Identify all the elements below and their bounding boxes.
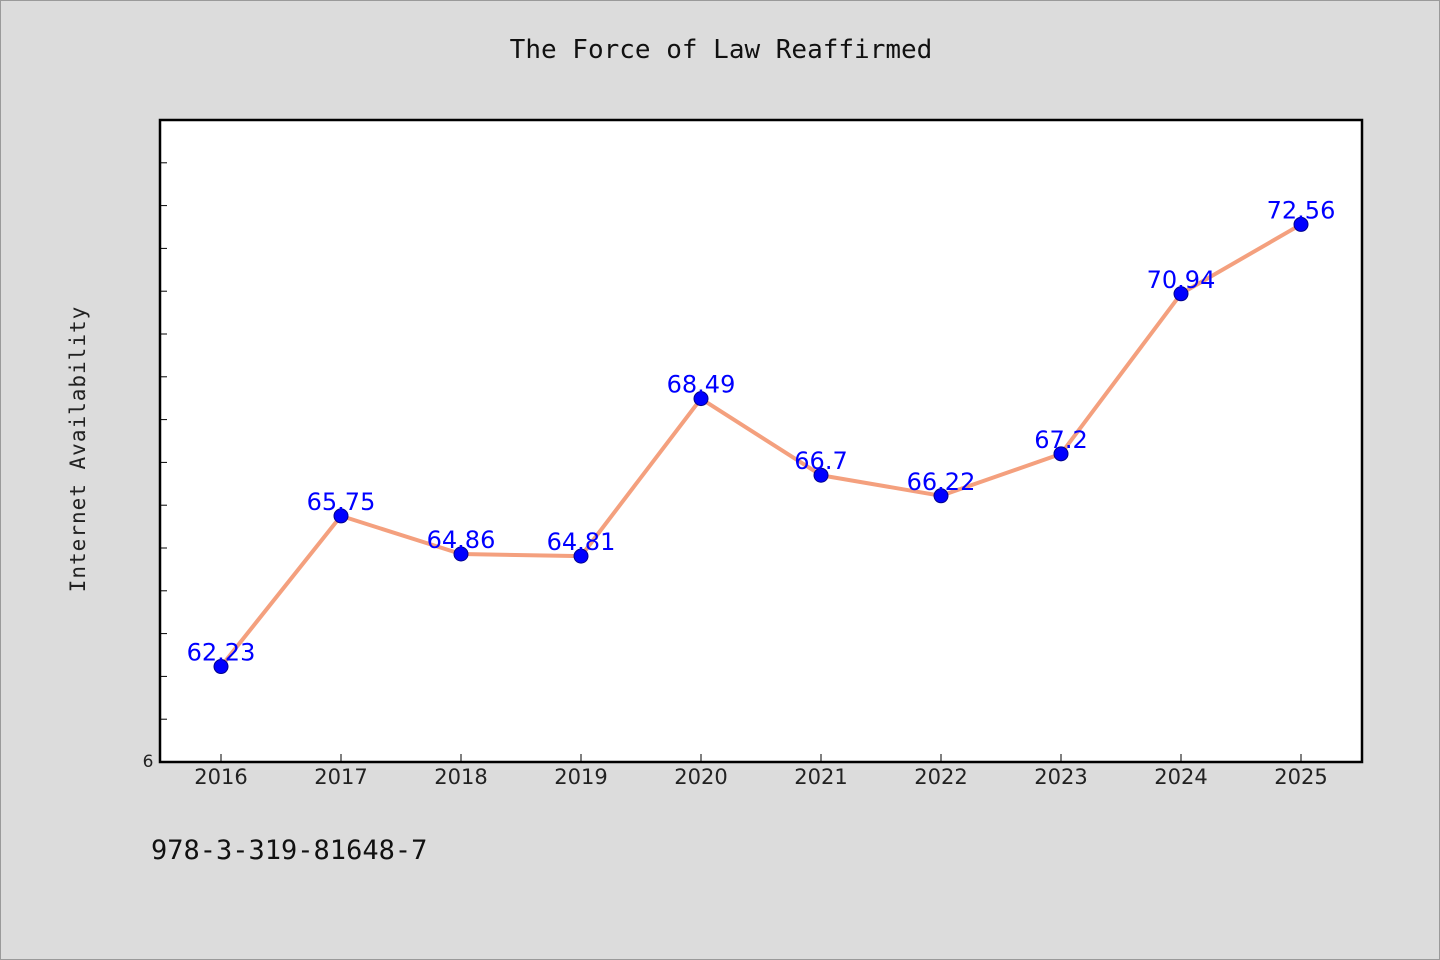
data-label: 64.86 (427, 526, 496, 554)
data-point (1053, 446, 1069, 462)
footnote-text: 978-3-319-81648-7 (151, 835, 428, 866)
data-label: 68.49 (667, 371, 736, 399)
data-label: 70.94 (1147, 266, 1216, 294)
data-point (933, 488, 949, 504)
data-label: 64.81 (547, 528, 616, 556)
x-tick-label: 2019 (554, 765, 607, 789)
y-axis-ticks (160, 162, 167, 720)
data-point (1293, 216, 1309, 232)
chart-title: The Force of Law Reaffirmed (509, 35, 933, 65)
series-group (213, 216, 1309, 675)
x-tick-label: 2024 (1154, 765, 1207, 789)
x-tick-label: 2018 (434, 765, 487, 789)
data-label: 65.75 (307, 488, 376, 516)
data-point (1173, 286, 1189, 302)
x-tick-label: 2023 (1034, 765, 1087, 789)
y-min-tick-label: 6 (143, 752, 154, 772)
data-point (573, 548, 589, 564)
data-point (213, 659, 229, 675)
data-label: 72.56 (1267, 196, 1336, 224)
x-tick-label: 2017 (314, 765, 367, 789)
x-tick-label: 2020 (674, 765, 727, 789)
x-tick-label: 2016 (194, 765, 247, 789)
data-label: 67.2 (1034, 426, 1087, 454)
x-tick-label: 2022 (914, 765, 967, 789)
data-point (693, 391, 709, 407)
data-label: 66.22 (907, 468, 976, 496)
data-point (333, 508, 349, 524)
series-line (219, 222, 1303, 669)
data-label: 66.7 (794, 447, 847, 475)
x-tick-label: 2025 (1274, 765, 1327, 789)
x-tick-label: 2021 (794, 765, 847, 789)
data-point (813, 467, 829, 483)
x-axis-ticks: 2016 2017 2018 2019 2020 2021 2022 2023 2024 2025 (194, 754, 1328, 789)
data-label: 62.23 (187, 639, 256, 667)
data-point (453, 546, 469, 562)
data-labels-group: 62.23 65.75 64.86 64.81 68.49 66.7 66.22 67.2 70… (187, 196, 1336, 666)
plot-area (158, 118, 1364, 764)
